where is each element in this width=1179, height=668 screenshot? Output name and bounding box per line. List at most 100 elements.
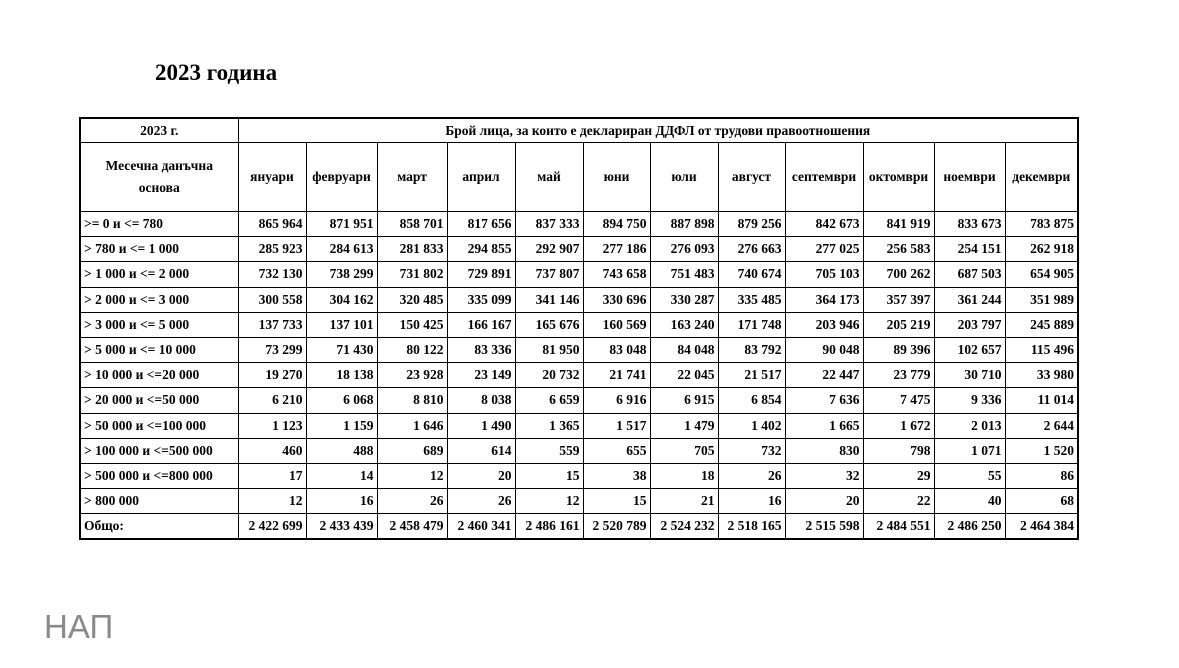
cell: 245 889	[1004, 311, 1079, 338]
table-body: >= 0 и <= 780 865 964 871 951 858 701 817 65…	[79, 210, 1079, 540]
cell: 68	[1004, 488, 1079, 515]
cell: 6 068	[305, 387, 378, 414]
cell: 6 915	[649, 387, 719, 414]
cell: 879 256	[717, 210, 786, 238]
cell: 277 025	[784, 236, 864, 263]
column-header: май	[514, 142, 584, 212]
cell: 115 496	[1004, 336, 1079, 364]
cell: 738 299	[305, 261, 378, 288]
cell: 6 210	[237, 387, 307, 414]
cell: 830	[784, 437, 864, 464]
cell: 20 732	[514, 362, 584, 389]
cell: 894 750	[582, 210, 651, 238]
cell: 743 658	[582, 261, 651, 288]
cell: 18 138	[305, 362, 378, 389]
row-label: > 10 000 и <=20 000	[79, 362, 239, 389]
cell: 330 696	[582, 286, 651, 313]
cell: 1 365	[514, 412, 584, 439]
cell: 300 558	[237, 286, 307, 313]
column-header: октомври	[862, 142, 935, 212]
cell: 2 464 384	[1004, 513, 1079, 540]
cell: 18	[649, 462, 719, 490]
cell: 1 159	[305, 412, 378, 439]
cell: 22 447	[784, 362, 864, 389]
row-label: > 800 000	[79, 488, 239, 515]
cell: 559	[514, 437, 584, 464]
cell: 16	[717, 488, 786, 515]
cell: 276 093	[649, 236, 719, 263]
cell: 9 336	[933, 387, 1006, 414]
table-row: > 10 000 и <=20 000 19 270 18 138 23 928 23 …	[79, 362, 1079, 389]
cell: 102 657	[933, 336, 1006, 364]
cell: 171 748	[717, 311, 786, 338]
cell: 2 644	[1004, 412, 1079, 439]
cell: 687 503	[933, 261, 1006, 288]
cell: 29	[862, 462, 935, 490]
cell: 304 162	[305, 286, 378, 313]
table-row: Общо: 2 422 699 2 433 439 2 458 479 2 460 34…	[79, 513, 1079, 540]
table-row: > 500 000 и <=800 000 17 14 12 20 15 38 18 26 32 2…	[79, 462, 1079, 490]
cell: 14	[305, 462, 378, 490]
column-header: септември	[784, 142, 864, 212]
cell: 2 484 551	[862, 513, 935, 540]
cell: 26	[376, 488, 448, 515]
corner-cell: 2023 г.	[79, 117, 239, 143]
table-row: > 780 и <= 1 000 285 923 284 613 281 833 294…	[79, 236, 1079, 263]
column-header: юни	[582, 142, 651, 212]
cell: 740 674	[717, 261, 786, 288]
cell: 6 659	[514, 387, 584, 414]
table-row: > 1 000 и <= 2 000 732 130 738 299 731 802 7…	[79, 261, 1079, 288]
cell: 17	[237, 462, 307, 490]
cell: 2 518 165	[717, 513, 786, 540]
column-header: януари	[237, 142, 307, 212]
row-label: > 3 000 и <= 5 000	[79, 311, 239, 338]
table-head: 2023 г. Брой лица, за които е деклариран…	[79, 117, 1079, 212]
cell: 732	[717, 437, 786, 464]
cell: 203 797	[933, 311, 1006, 338]
cell: 320 485	[376, 286, 448, 313]
row-label: > 780 и <= 1 000	[79, 236, 239, 263]
cell: 32	[784, 462, 864, 490]
cell: 83 792	[717, 336, 786, 364]
cell: 71 430	[305, 336, 378, 364]
cell: 22 045	[649, 362, 719, 389]
cell: 262 918	[1004, 236, 1079, 263]
cell: 80 122	[376, 336, 448, 364]
cell: 6 854	[717, 387, 786, 414]
cell: 1 646	[376, 412, 448, 439]
column-header: април	[446, 142, 516, 212]
cell: 12	[514, 488, 584, 515]
cell: 817 656	[446, 210, 516, 238]
cell: 700 262	[862, 261, 935, 288]
cell: 203 946	[784, 311, 864, 338]
cell: 361 244	[933, 286, 1006, 313]
cell: 2 486 250	[933, 513, 1006, 540]
cell: 858 701	[376, 210, 448, 238]
cell: 2 433 439	[305, 513, 378, 540]
cell: 1 490	[446, 412, 516, 439]
column-header: август	[717, 142, 786, 212]
cell: 86	[1004, 462, 1079, 490]
cell: 165 676	[514, 311, 584, 338]
cell: 1 123	[237, 412, 307, 439]
header-row: Месечна данъчна основа януари февруари мар…	[79, 142, 1079, 212]
cell: 292 907	[514, 236, 584, 263]
cell: 351 989	[1004, 286, 1079, 313]
cell: 1 517	[582, 412, 651, 439]
cell: 26	[717, 462, 786, 490]
column-header: ноември	[933, 142, 1006, 212]
column-header: февруари	[305, 142, 378, 212]
row-label: Общо:	[79, 513, 239, 540]
cell: 1 071	[933, 437, 1006, 464]
cell: 21 517	[717, 362, 786, 389]
cell: 330 287	[649, 286, 719, 313]
cell: 73 299	[237, 336, 307, 364]
column-header: март	[376, 142, 448, 212]
footer-logo: НАП	[44, 608, 114, 645]
row-label: > 2 000 и <= 3 000	[79, 286, 239, 313]
table-row: > 50 000 и <=100 000 1 123 1 159 1 646 1 490…	[79, 412, 1079, 439]
table-row: > 800 000 12 16 26 26 12 15 21 16 20 22 40 68	[79, 488, 1079, 515]
page-title: 2023 година	[155, 60, 278, 85]
cell: 335 485	[717, 286, 786, 313]
